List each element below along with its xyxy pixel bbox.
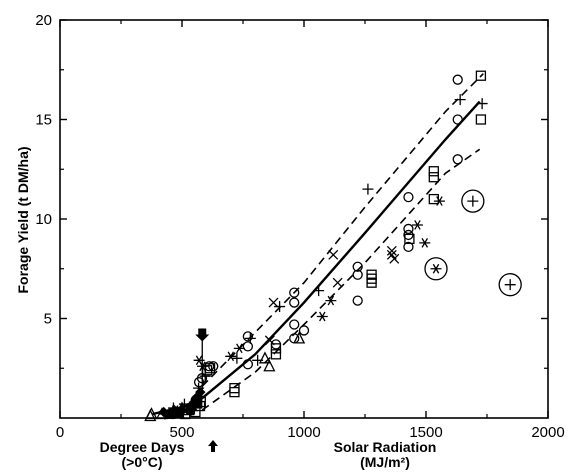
x-axis-ticks: 0 500 1000 1500 2000 bbox=[56, 20, 565, 441]
data-point-asterisk bbox=[433, 196, 445, 206]
data-point-circle bbox=[452, 154, 463, 165]
data-points bbox=[144, 70, 488, 422]
outlier-ring bbox=[424, 257, 448, 281]
data-point-asterisk bbox=[233, 343, 245, 354]
data-point-plus bbox=[476, 98, 488, 110]
data-point-cross bbox=[268, 297, 279, 308]
x-tick-label: 0 bbox=[56, 424, 64, 441]
data-point-asterisk bbox=[325, 295, 337, 306]
outlier-ring bbox=[498, 273, 522, 297]
data-point-triangle bbox=[293, 331, 306, 344]
y-tick-label: 15 bbox=[35, 112, 52, 129]
data-point-plus bbox=[313, 285, 325, 297]
data-point-circle bbox=[289, 319, 300, 330]
outlier-points bbox=[424, 189, 522, 297]
up-arrow-icon bbox=[208, 440, 218, 452]
origin-marker bbox=[195, 328, 210, 393]
x-axis-label-right: Solar Radiation bbox=[334, 439, 437, 455]
data-point-triangle bbox=[263, 359, 276, 372]
y-tick-label: 5 bbox=[44, 311, 52, 328]
data-point-circle bbox=[403, 241, 414, 253]
x-tick-label: 1000 bbox=[287, 424, 320, 441]
data-point-asterisk bbox=[193, 355, 205, 366]
data-point-circle bbox=[289, 297, 300, 308]
data-point-circle bbox=[452, 114, 463, 125]
band-lower-line bbox=[201, 148, 481, 411]
data-point-square bbox=[229, 382, 240, 394]
data-point-square-filled bbox=[193, 399, 203, 409]
y-tick-label: 10 bbox=[35, 211, 52, 228]
data-point-square bbox=[428, 172, 439, 183]
plot-frame bbox=[59, 19, 549, 419]
data-point-cross bbox=[332, 277, 343, 288]
data-point-plus bbox=[504, 279, 516, 291]
x-axis-label-left-unit: (>0°C) bbox=[122, 454, 163, 470]
data-point-cross bbox=[386, 245, 397, 256]
data-point-cross bbox=[389, 253, 400, 264]
data-point-circle bbox=[403, 191, 414, 203]
data-point-circle bbox=[289, 287, 300, 298]
data-point-plus bbox=[454, 94, 466, 106]
data-point-plus bbox=[362, 183, 374, 195]
data-point-circle bbox=[352, 261, 363, 272]
x-tick-label: 500 bbox=[169, 424, 194, 441]
data-point-square bbox=[475, 114, 487, 125]
data-point-square bbox=[475, 70, 487, 81]
data-point-circle bbox=[242, 341, 254, 352]
data-point-plus bbox=[244, 332, 256, 344]
data-point-square-filled bbox=[186, 405, 196, 415]
x-tick-label: 2000 bbox=[531, 424, 564, 441]
data-point-diamond bbox=[158, 406, 169, 418]
y-axis-ticks: 5 10 15 20 bbox=[35, 12, 548, 369]
data-point-asterisk bbox=[411, 220, 423, 230]
data-point-plus bbox=[467, 195, 479, 207]
data-point-square bbox=[204, 363, 216, 374]
data-point-plus bbox=[274, 301, 286, 313]
data-point-circle bbox=[403, 223, 414, 235]
data-point-plus bbox=[231, 352, 243, 364]
data-point-plus bbox=[199, 370, 211, 382]
data-point-cross bbox=[264, 335, 275, 346]
x-axis-label-left: Degree Days bbox=[100, 439, 185, 455]
confidence-band bbox=[201, 73, 484, 411]
data-point-square bbox=[428, 166, 439, 177]
data-point-square bbox=[404, 233, 415, 245]
data-point-circle bbox=[242, 359, 254, 370]
data-point-circle bbox=[452, 74, 463, 85]
data-point-square bbox=[270, 343, 282, 354]
data-point-circle bbox=[352, 295, 363, 306]
data-point-square bbox=[270, 349, 282, 360]
data-point-cross bbox=[328, 249, 339, 260]
data-point-circle bbox=[242, 331, 254, 342]
data-point-square bbox=[428, 193, 439, 205]
y-tick-label: 20 bbox=[35, 12, 52, 29]
x-axis-label-right-unit: (MJ/m²) bbox=[360, 454, 410, 470]
y-axis-label: Forage Yield (t DM/ha) bbox=[15, 146, 31, 293]
x-tick-label: 1500 bbox=[409, 424, 442, 441]
data-point-asterisk bbox=[419, 238, 431, 248]
down-arrow-icon bbox=[195, 328, 210, 342]
data-point-circle bbox=[352, 269, 363, 280]
data-point-plus bbox=[252, 354, 264, 366]
data-point-asterisk bbox=[225, 351, 237, 362]
data-point-triangle bbox=[258, 351, 272, 364]
data-point-asterisk bbox=[430, 263, 442, 274]
data-point-asterisk bbox=[316, 311, 328, 322]
data-point-square bbox=[366, 273, 377, 284]
data-point-circle bbox=[298, 325, 310, 336]
outlier-ring bbox=[461, 189, 485, 213]
